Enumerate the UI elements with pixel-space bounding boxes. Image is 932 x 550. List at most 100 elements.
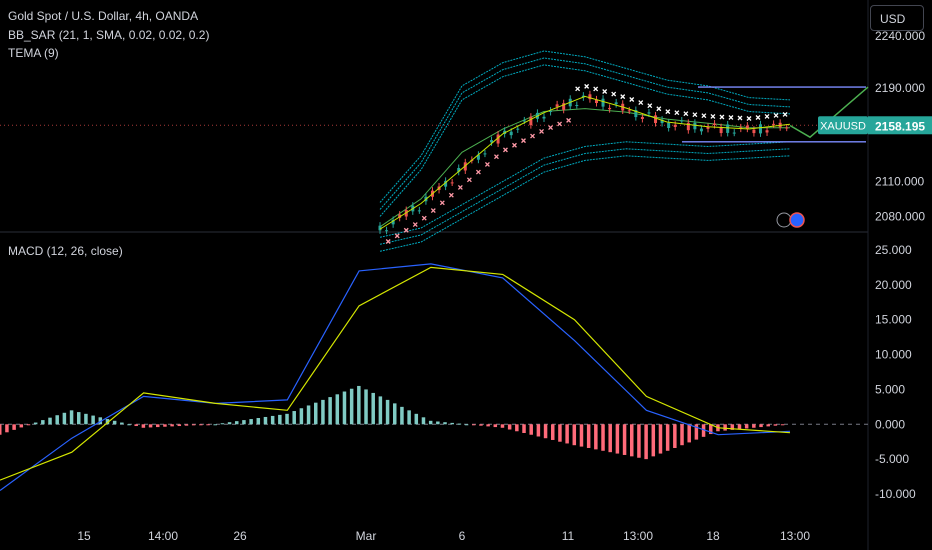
sar-marker[interactable] [647,103,653,109]
macd-histogram-bar[interactable] [472,424,476,426]
sar-marker[interactable] [629,97,635,102]
macd-histogram-bar[interactable] [213,424,217,426]
macd-histogram-bar[interactable] [314,402,318,425]
candle-body[interactable] [483,153,487,155]
macd-histogram-bar[interactable] [766,424,770,427]
macd-histogram-bar[interactable] [249,419,253,425]
macd-histogram-bar[interactable] [299,408,304,425]
macd-pane[interactable] [0,263,868,491]
candle-body[interactable] [391,219,395,225]
candle-body[interactable] [594,99,598,104]
macd-histogram-bar[interactable] [77,412,81,425]
sar-marker[interactable] [575,86,581,92]
candle-body[interactable] [490,140,494,143]
macd-histogram-bar[interactable] [543,424,548,439]
macd-histogram-bar[interactable] [184,424,189,426]
macd-histogram-bar[interactable] [730,424,735,430]
macd-histogram-bar[interactable] [572,424,577,446]
candle-body[interactable] [522,120,526,122]
candle-body[interactable] [699,128,703,132]
macd-histogram-bar[interactable] [19,424,24,428]
macd-histogram-bar[interactable] [644,424,648,460]
macd-histogram-bar[interactable] [744,424,749,429]
macd-histogram-bar[interactable] [199,424,203,426]
symbol-badge[interactable] [818,116,868,135]
sar-marker[interactable] [719,114,725,120]
candle-body[interactable] [686,122,690,131]
macd-histogram-bar[interactable] [285,413,289,425]
sar-marker[interactable] [430,208,436,213]
candle-body[interactable] [476,154,480,160]
sar-marker[interactable] [484,161,490,167]
candle-body[interactable] [555,104,559,107]
sar-marker[interactable] [611,91,617,97]
sar-marker[interactable] [755,115,761,120]
macd-histogram-bar[interactable] [608,424,612,453]
sar-marker[interactable] [602,89,608,94]
macd-histogram-bar[interactable] [177,424,182,427]
macd-histogram-bar[interactable] [62,412,67,425]
sar-marker[interactable] [773,112,779,118]
macd-histogram-bar[interactable] [335,394,340,425]
sar-marker[interactable] [665,109,671,115]
sar-marker[interactable] [493,154,499,160]
macd-histogram-bar[interactable] [529,424,533,435]
sar-marker[interactable] [710,114,716,119]
indicator-bb-sar-label[interactable]: BB_SAR (21, 1, SMA, 0.02, 0.02, 0.2) [8,28,210,42]
sar-marker[interactable] [385,239,391,244]
sar-marker[interactable] [701,113,707,119]
macd-histogram-bar[interactable] [709,424,713,435]
macd-histogram-bar[interactable] [263,416,268,425]
candle-body[interactable] [608,107,612,110]
sar-marker[interactable] [593,86,599,92]
macd-label[interactable]: MACD (12, 26, close) [8,244,123,258]
macd-histogram-bar[interactable] [637,424,641,458]
candle-body[interactable] [739,127,743,129]
macd-histogram-bar[interactable] [163,424,167,427]
sar-marker[interactable] [394,233,400,239]
macd-histogram-bar[interactable] [242,420,246,425]
macd-histogram-bar[interactable] [69,410,74,425]
sar-marker[interactable] [557,121,563,127]
macd-histogram-bar[interactable] [134,424,138,427]
sar-marker[interactable] [475,169,481,175]
macd-histogram-bar[interactable] [436,421,440,425]
macd-histogram-bar[interactable] [450,422,454,425]
macd-histogram-bar[interactable] [651,424,656,457]
candle-body[interactable] [496,134,500,144]
candle-body[interactable] [732,132,736,134]
macd-histogram-bar[interactable] [227,422,232,425]
macd-histogram-bar[interactable] [393,403,397,425]
macd-histogram-bar[interactable] [780,424,785,426]
time-axis[interactable]: 15 14:00 26 Mar 6 11 13:00 18 13:00 [77,529,810,543]
macd-histogram-bar[interactable] [630,424,634,457]
sar-marker[interactable] [521,138,526,144]
sar-marker[interactable] [692,112,698,118]
macd-histogram-bar[interactable] [601,424,605,451]
macd-histogram-bar[interactable] [493,424,498,428]
macd-histogram-bar[interactable] [112,420,117,425]
sar-marker[interactable] [566,117,572,123]
candle-body[interactable] [509,131,513,136]
sar-marker[interactable] [448,192,454,198]
sar-marker[interactable] [737,115,743,121]
macd-histogram-bar[interactable] [357,385,361,425]
macd-histogram-bar[interactable] [486,424,490,427]
symbol-title[interactable]: Gold Spot / U.S. Dollar, 4h, OANDA [8,9,199,23]
candle-body[interactable] [516,128,520,130]
candle-body[interactable] [758,124,762,134]
macd-histogram-bar[interactable] [759,424,763,428]
macd-histogram-bar[interactable] [98,417,103,425]
macd-histogram-bar[interactable] [342,391,347,425]
sar-marker[interactable] [439,200,445,206]
candle-body[interactable] [667,122,671,128]
macd-histogram-bar[interactable] [479,424,483,426]
macd-histogram-bar[interactable] [558,424,562,442]
sar-marker[interactable] [530,133,535,139]
macd-histogram-bar[interactable] [694,424,699,440]
macd-histogram-bar[interactable] [148,424,153,428]
bb-upper-band-2[interactable] [379,50,791,203]
macd-histogram-bar[interactable] [586,424,591,448]
macd-histogram-bar[interactable] [773,424,778,426]
